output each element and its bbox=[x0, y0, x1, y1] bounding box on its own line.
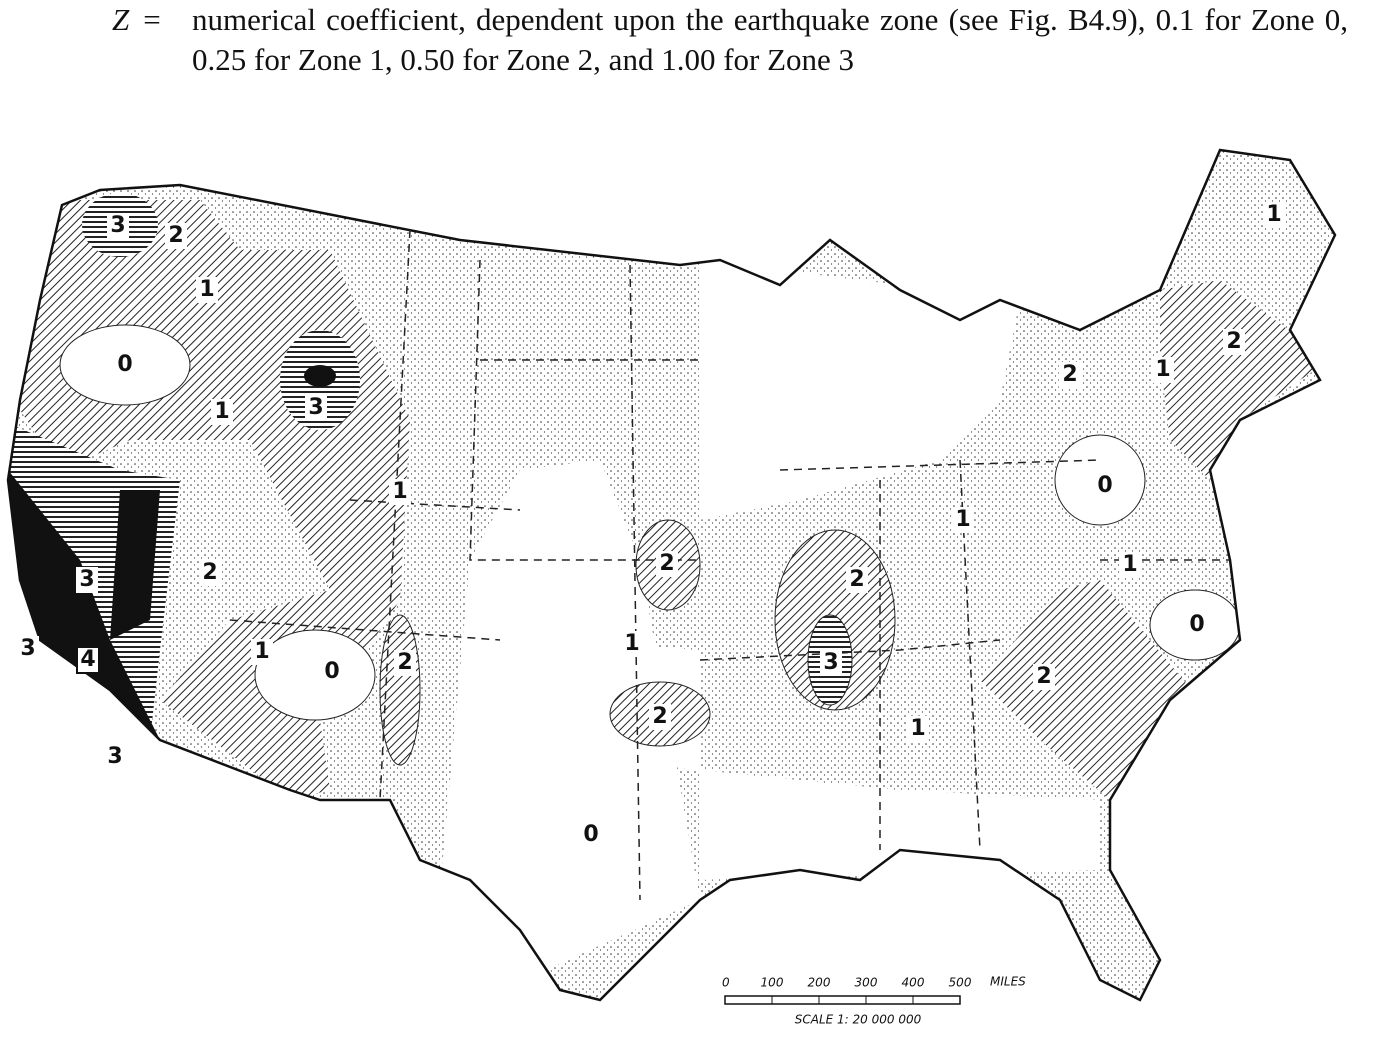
zone-label: 3 bbox=[308, 395, 323, 420]
zone-label: 2 bbox=[397, 650, 412, 675]
zone-label: 2 bbox=[659, 551, 674, 576]
label-bg bbox=[17, 636, 39, 662]
symbol: Z bbox=[112, 2, 130, 37]
label-bg bbox=[76, 646, 100, 674]
label-bg bbox=[907, 716, 929, 742]
label-bg bbox=[394, 650, 416, 676]
zone-label: 1 bbox=[1122, 552, 1137, 577]
scale-label: 400 bbox=[902, 976, 925, 990]
label-bg bbox=[305, 395, 327, 421]
label-bg bbox=[820, 650, 842, 676]
label-bg bbox=[1094, 473, 1116, 499]
label-bg bbox=[196, 277, 218, 303]
zone-2-ne bbox=[1160, 280, 1330, 480]
label-bg bbox=[251, 639, 273, 665]
zone-label: 3 bbox=[107, 744, 122, 769]
scale-ticks: 0 100 200 300 400 500 bbox=[722, 976, 972, 1004]
label-bg bbox=[211, 399, 233, 425]
zone-label: 1 bbox=[392, 479, 407, 504]
zone-0-az bbox=[254, 629, 376, 721]
label-bg bbox=[1263, 202, 1285, 228]
zone-labels: 3 2 1 0 1 3 1 3 2 3 4 3 1 0 2 2 1 2 0 2 3 1 1 2 1 0 0 1 2 2 1 bbox=[17, 202, 1285, 848]
label-bg bbox=[76, 567, 98, 593]
zone-2-nm bbox=[379, 614, 421, 766]
scale-bar: 0 100 200 300 400 500 MILES SCALE 1: 20 000 0… bbox=[722, 975, 1026, 1027]
label-bg bbox=[321, 659, 343, 685]
definition-text: numerical coefficient, dependent upon th… bbox=[192, 2, 1348, 77]
zone-label: 0 bbox=[324, 659, 339, 684]
scale-ratio: SCALE 1: 20 000 000 bbox=[795, 1013, 922, 1027]
label-bg bbox=[114, 352, 136, 378]
zone-label: 0 bbox=[117, 352, 132, 377]
zone-label: 1 bbox=[254, 639, 269, 664]
label-bg bbox=[107, 213, 129, 239]
zone-label: 1 bbox=[910, 716, 925, 741]
zone-0-north bbox=[700, 260, 1020, 520]
label-bg bbox=[1033, 664, 1055, 690]
label-bg bbox=[621, 631, 643, 657]
scale-label: 300 bbox=[855, 976, 878, 990]
zone-label: 1 bbox=[624, 631, 639, 656]
label-bg bbox=[104, 744, 126, 770]
zone-label: 0 bbox=[583, 822, 598, 847]
zone-label: 0 bbox=[1097, 473, 1112, 498]
scale-label: 200 bbox=[808, 976, 831, 990]
label-bg bbox=[1119, 552, 1141, 578]
equals: = bbox=[143, 2, 161, 37]
label-bg bbox=[199, 560, 221, 586]
definition: Z = numerical coefficient, dependent upon… bbox=[112, 0, 1352, 80]
zone-label: 0 bbox=[1189, 612, 1204, 637]
zone-label: 2 bbox=[849, 567, 864, 592]
zone-label: 2 bbox=[1062, 362, 1077, 387]
zone-label: 1 bbox=[1266, 202, 1281, 227]
scale-label: 100 bbox=[761, 976, 784, 990]
scale-rect bbox=[724, 995, 961, 1005]
zone-label: 3 bbox=[823, 650, 838, 675]
state-borders bbox=[229, 229, 1230, 901]
zone-3-core bbox=[304, 365, 336, 387]
zone-label: 2 bbox=[652, 704, 667, 729]
label-bg bbox=[1059, 362, 1081, 388]
zone-4-inner bbox=[110, 490, 160, 640]
label-bg bbox=[1186, 612, 1208, 638]
zone-label: 3 bbox=[110, 213, 125, 238]
zone-label: 4 bbox=[80, 647, 95, 672]
label-bg bbox=[165, 223, 187, 249]
zone-label: 1 bbox=[955, 507, 970, 532]
zone-label: 1 bbox=[199, 277, 214, 302]
scale-label: 500 bbox=[949, 976, 972, 990]
label-bg bbox=[656, 551, 678, 577]
zone-label: 3 bbox=[79, 567, 94, 592]
zone-label: 1 bbox=[214, 399, 229, 424]
label-bg bbox=[1152, 357, 1174, 383]
zone-label: 3 bbox=[20, 636, 35, 661]
scale-label: 0 bbox=[722, 976, 730, 990]
label-bg bbox=[649, 704, 671, 730]
zone-label: 2 bbox=[1226, 329, 1241, 354]
symbol-col: Z = bbox=[112, 0, 192, 80]
zone-label: 2 bbox=[168, 223, 183, 248]
label-bg bbox=[1223, 329, 1245, 355]
label-bg bbox=[389, 479, 411, 505]
scale-unit: MILES bbox=[990, 975, 1026, 989]
zone-label: 1 bbox=[1155, 357, 1170, 382]
label-bg bbox=[846, 567, 868, 593]
label-bg bbox=[952, 507, 974, 533]
label-bg bbox=[580, 822, 602, 848]
zone-label: 2 bbox=[1036, 664, 1051, 689]
zone-4 bbox=[8, 460, 160, 740]
zone-label: 2 bbox=[202, 560, 217, 585]
